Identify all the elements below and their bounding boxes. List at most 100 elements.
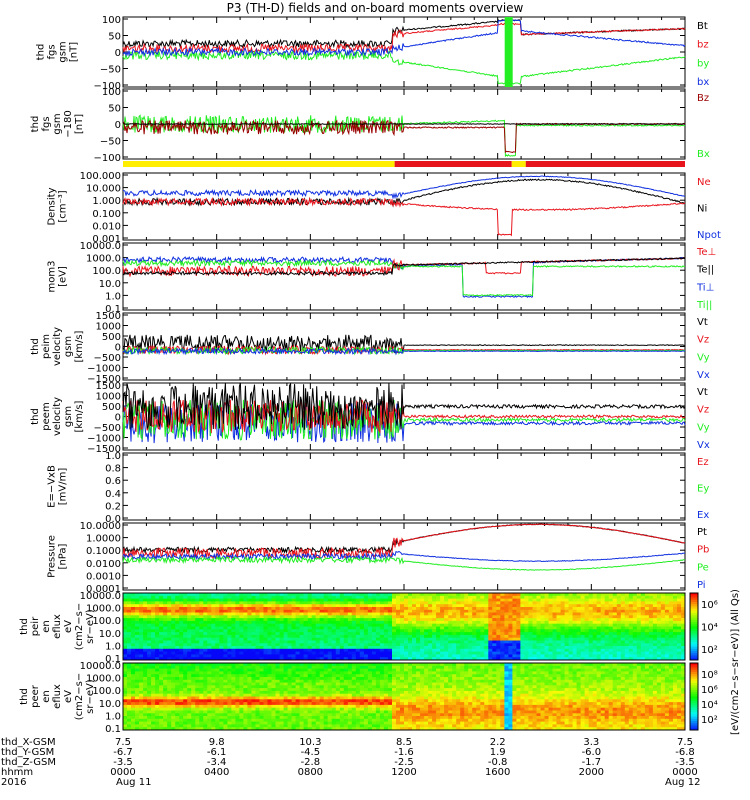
ylabel-line: [eV] (58, 266, 69, 287)
ytick-label: 0.1 (105, 304, 121, 315)
legend-vt: Vt (697, 387, 708, 398)
mode-bar-segment (511, 161, 526, 167)
panel-frame (122, 522, 686, 591)
ephem-value: -6.7 (113, 747, 133, 758)
legend-pt: Pt (697, 527, 707, 538)
series-bz (122, 22, 686, 55)
legend-bt: Bt (697, 21, 708, 32)
ytick-label: 0.100 (92, 209, 121, 220)
colorbar-tick: 10² (701, 715, 718, 726)
ytick-label: −1000 (87, 364, 121, 375)
ylabel-line: en (41, 620, 52, 633)
page-title: P3 (TH-D) fields and on-board moments ov… (226, 1, 524, 15)
legend-vy: Vy (697, 352, 710, 363)
series-bx-dsl (122, 114, 686, 158)
legend-vx: Vx (697, 440, 710, 451)
ylabel-line: velocity (52, 397, 63, 436)
mode-bar-segment (123, 161, 395, 167)
ylabel-line: [nT] (74, 114, 85, 134)
ytick-label: 1.0 (105, 641, 121, 652)
legend-pe: Pe (697, 562, 709, 573)
ephem-label-0: thd_X-GSM (1, 737, 56, 748)
colorbar-frame (689, 592, 699, 661)
ylabel-line: thd (19, 618, 30, 635)
ytick-label: −1500 (87, 444, 121, 455)
ytick-label: −500 (94, 423, 121, 434)
ylabel-line: peir (30, 616, 41, 636)
ylabel-line: fgs (41, 116, 52, 131)
ylabel-line: sr−eV) (85, 679, 96, 714)
ytick-label: 10.0 (99, 629, 121, 640)
series-bx (122, 19, 686, 57)
ephem-value: -6.0 (582, 747, 602, 758)
colorbar-tick: 10² (701, 645, 718, 656)
legend-bz: bz (697, 40, 709, 51)
ytick-label: 0.0001 (86, 584, 121, 595)
ytick-label: 0.0100 (86, 559, 121, 570)
colorbar-tick: 10⁶ (701, 600, 718, 611)
panel-frame (122, 452, 686, 521)
legend-te: Te|| (696, 265, 714, 276)
series-pi (122, 550, 686, 563)
legend-bx: Bx (697, 149, 710, 160)
series-ne (122, 196, 686, 237)
ylabel-line: thd (19, 688, 30, 705)
legend-bz: Bz (697, 93, 709, 104)
ytick-label: −1000 (87, 434, 121, 445)
ephem-value: -2.8 (301, 757, 321, 768)
ephem-value: -3.5 (675, 757, 695, 768)
ylabel-line: peer (30, 684, 41, 708)
ylabel-line: E=−VxB (47, 465, 58, 508)
ylabel-line: −180 (63, 110, 74, 137)
panel-fgs_dsl: 100 50 0 −50 −100 thd fgs gsm −180 [nT] Bz Bx (30, 87, 710, 164)
ytick-label: 100.0 (92, 686, 121, 697)
panel-efield: 1.0 0.80.6 0.40.2 0.0 E=−VxB [mV/m] Ez Ey Ex (47, 451, 710, 525)
ytick-label: 1000.0 (86, 604, 121, 615)
ylabel-line: gsm (58, 41, 69, 62)
ephem-value: -6.8 (675, 747, 695, 758)
mode-bar-segment (525, 161, 685, 167)
ylabel-line: mom3 (47, 261, 58, 293)
series-peim-vt (122, 334, 685, 354)
legend-ti: Ti|| (696, 300, 712, 311)
colorbar-label: [eV/(cm2−s−sr−eV)] (All Qs) (730, 589, 741, 735)
ytick-label: 0.2 (105, 501, 121, 512)
ytick-label: 0.1 (105, 724, 121, 735)
colorbar-ion: 10⁶ 10⁴ 10² (689, 592, 718, 661)
ephem-label-3: hhmm (1, 767, 33, 778)
legend-ti: Ti⊥ (696, 282, 714, 293)
ephem-value: 2.2 (490, 737, 506, 748)
ylabel-line: (cm2−s− (74, 603, 85, 650)
ytick-label: 1000 (96, 392, 121, 403)
ytick-label: 10.000 (86, 184, 121, 195)
ytick-label: −50 (100, 65, 121, 76)
ytick-label: 10000.0 (80, 591, 121, 602)
spectrogram-frame (122, 662, 686, 731)
ytick-label: 100.0 (92, 616, 121, 627)
ytick-label: 0 (115, 48, 121, 59)
legend-vz: Vz (697, 335, 709, 346)
colorbar-tick: 10⁴ (701, 700, 718, 711)
series-peem-vt (122, 382, 686, 430)
year-label: 2016 (1, 777, 26, 788)
ytick-label: 0 (115, 343, 121, 354)
series-pe (122, 555, 686, 571)
legend-pi: Pi (697, 580, 706, 591)
ylabel-line: [nPa] (58, 543, 69, 569)
ephem-label-1: thd_Y-GSM (1, 747, 54, 758)
spectrogram-frame (122, 592, 686, 661)
ytick-label: 10.0 (99, 279, 121, 290)
ytick-label: 100.000 (80, 171, 121, 182)
legend-vx: Vx (697, 370, 710, 381)
ephem-value: 7.5 (115, 737, 131, 748)
series-bt-dsl (123, 123, 686, 125)
legend-pb: Pb (697, 545, 709, 556)
ytick-label: 0.010 (92, 221, 121, 232)
ylabel-line: velocity (52, 327, 63, 366)
ytick-label: 1.000 (92, 196, 121, 207)
ytick-label: 1000.0 (86, 254, 121, 265)
ylabel-line: peem (41, 402, 52, 430)
